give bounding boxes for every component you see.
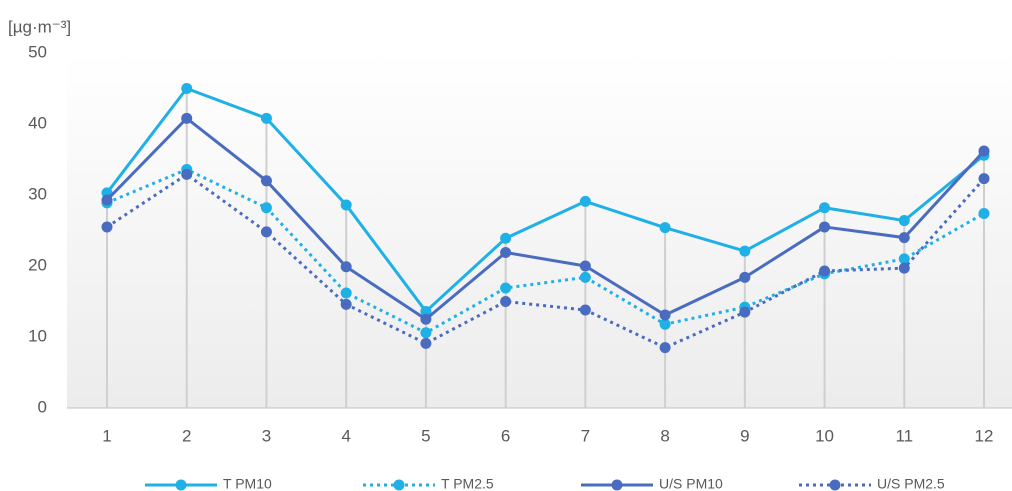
x-tick-label: 5 [421,426,430,445]
data-point [978,207,990,219]
data-point [819,202,831,214]
x-tick-label: 3 [262,426,271,445]
series-line [106,172,986,350]
x-tick-label: 10 [815,426,834,445]
data-point [659,342,671,354]
data-point [420,337,432,349]
legend-label: T PM10 [223,476,272,491]
data-point [101,221,113,233]
y-tick-label: 10 [28,326,47,345]
x-tick-label: 2 [182,426,191,445]
data-point [260,112,272,124]
legend-label: U/S PM10 [659,476,723,491]
data-point [579,195,591,207]
data-point [181,112,193,124]
legend-marker [175,479,187,491]
data-point [420,313,432,325]
data-point [260,202,272,214]
data-point [819,221,831,233]
x-tick-label: 1 [102,426,111,445]
x-tick-label: 7 [581,426,590,445]
legend-label: T PM2.5 [441,476,494,491]
data-point [659,222,671,234]
data-point [739,271,751,283]
data-point [978,145,990,157]
data-point [340,199,352,211]
legend-marker [829,479,841,491]
data-point [101,194,113,206]
data-point [500,232,512,244]
x-tick-label: 9 [740,426,749,445]
data-point [260,226,272,238]
data-point [500,282,512,294]
y-axis-label: [µg·m⁻³] [8,17,71,36]
data-point [659,318,671,330]
data-point [898,262,910,274]
series-line [105,87,985,313]
data-point [819,265,831,277]
data-point [898,253,910,265]
data-point [978,173,990,185]
data-point [340,298,352,310]
y-tick-label: 40 [28,113,47,132]
data-point [898,232,910,244]
series-line [105,116,986,321]
x-tick-label: 8 [660,426,669,445]
data-point [500,296,512,307]
x-tick-label: 12 [975,426,994,445]
series-line [106,167,985,335]
x-tick-label: 6 [501,426,510,445]
data-point [579,271,591,283]
data-point [579,304,591,316]
legend-label: U/S PM2.5 [877,476,945,491]
data-point [181,168,193,180]
data-point [739,306,751,318]
y-tick-label: 30 [28,184,47,203]
y-tick-label: 50 [28,42,47,61]
x-tick-label: 11 [895,426,913,445]
plot-background [67,53,1012,408]
x-tick-label: 4 [341,426,350,445]
legend-marker [393,479,405,491]
data-point [898,215,910,227]
data-point [420,305,432,317]
data-point [340,261,352,273]
y-tick-label: 20 [28,255,47,274]
y-tick-label: 0 [38,397,47,416]
data-point [739,245,751,257]
data-point [579,260,591,272]
data-point [420,327,432,339]
data-point [260,175,272,187]
data-point [500,247,512,259]
data-point [340,287,352,299]
legend-marker [611,479,623,491]
data-point [659,309,671,321]
data-point [181,83,193,94]
